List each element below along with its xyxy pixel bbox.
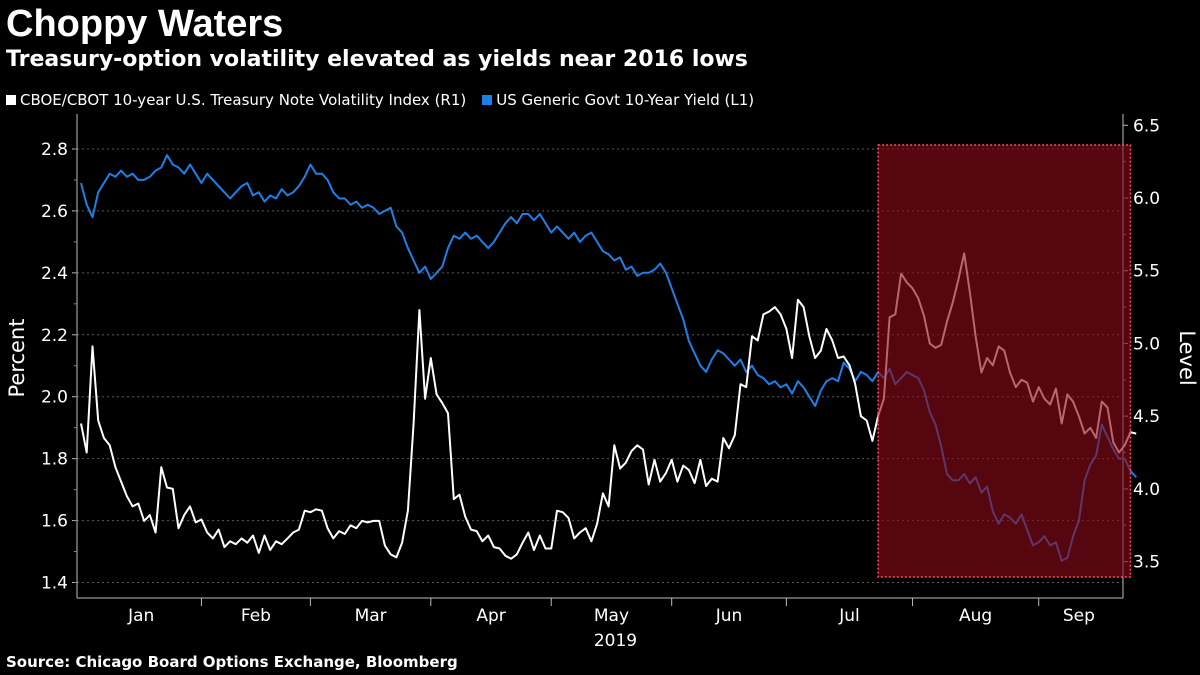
right-tick-label: 4.0 (1133, 480, 1160, 500)
chart-subtitle: Treasury-option volatility elevated as y… (6, 47, 748, 72)
x-tick-label: May (594, 606, 629, 626)
right-tick-label: 5.0 (1133, 334, 1160, 354)
chart-plot: 1.4 1.6 1.8 2.0 2.2 2.4 2.6 2.8 3.5 4.0 4.5 5.0 5.5 6… (5, 114, 1199, 650)
left-tick-label: 1.6 (41, 512, 68, 532)
legend-swatch-vol (6, 95, 16, 105)
y-axis-label-right: Level (1175, 330, 1199, 385)
x-tick-label: Jun (715, 606, 743, 626)
x-tick-label: Jul (838, 606, 860, 626)
source-note: Source: Chicago Board Options Exchange, … (6, 653, 458, 671)
legend-item-vol: CBOE/CBOT 10-year U.S. Treasury Note Vol… (6, 90, 466, 110)
right-tick-label: 6.0 (1133, 189, 1160, 209)
x-tick-label: Sep (1063, 606, 1095, 626)
chart-title: Choppy Waters (6, 3, 284, 45)
x-year-label: 2019 (594, 631, 637, 650)
x-tick-label: Jan (127, 606, 154, 626)
left-tick-label: 2.6 (41, 202, 68, 222)
legend-label-vol: CBOE/CBOT 10-year U.S. Treasury Note Vol… (20, 91, 467, 109)
left-tick-label: 2.0 (41, 388, 68, 408)
right-tick-label: 5.5 (1133, 262, 1160, 282)
highlight-region (877, 144, 1132, 578)
left-tick-label: 1.4 (41, 574, 68, 594)
y-axis-label-left: Percent (5, 318, 29, 397)
left-tick-label: 2.8 (41, 140, 68, 160)
legend-item-yield: US Generic Govt 10-Year Yield (L1) (482, 90, 754, 110)
legend-swatch-yield (482, 95, 493, 105)
legend-label-yield: US Generic Govt 10-Year Yield (L1) (496, 91, 755, 109)
x-tick-label: Apr (476, 606, 505, 626)
legend: CBOE/CBOT 10-year U.S. Treasury Note Vol… (6, 90, 770, 110)
x-tick-label: Aug (959, 606, 992, 626)
left-tick-label: 2.4 (41, 264, 68, 284)
right-tick-label: 6.5 (1133, 116, 1160, 136)
right-tick-label: 3.5 (1133, 553, 1160, 573)
x-tick-label: Mar (355, 606, 387, 626)
right-tick-label: 4.5 (1133, 407, 1160, 427)
left-tick-label: 1.8 (41, 450, 68, 470)
x-tick-label: Feb (241, 606, 271, 626)
left-tick-label: 2.2 (41, 326, 68, 346)
